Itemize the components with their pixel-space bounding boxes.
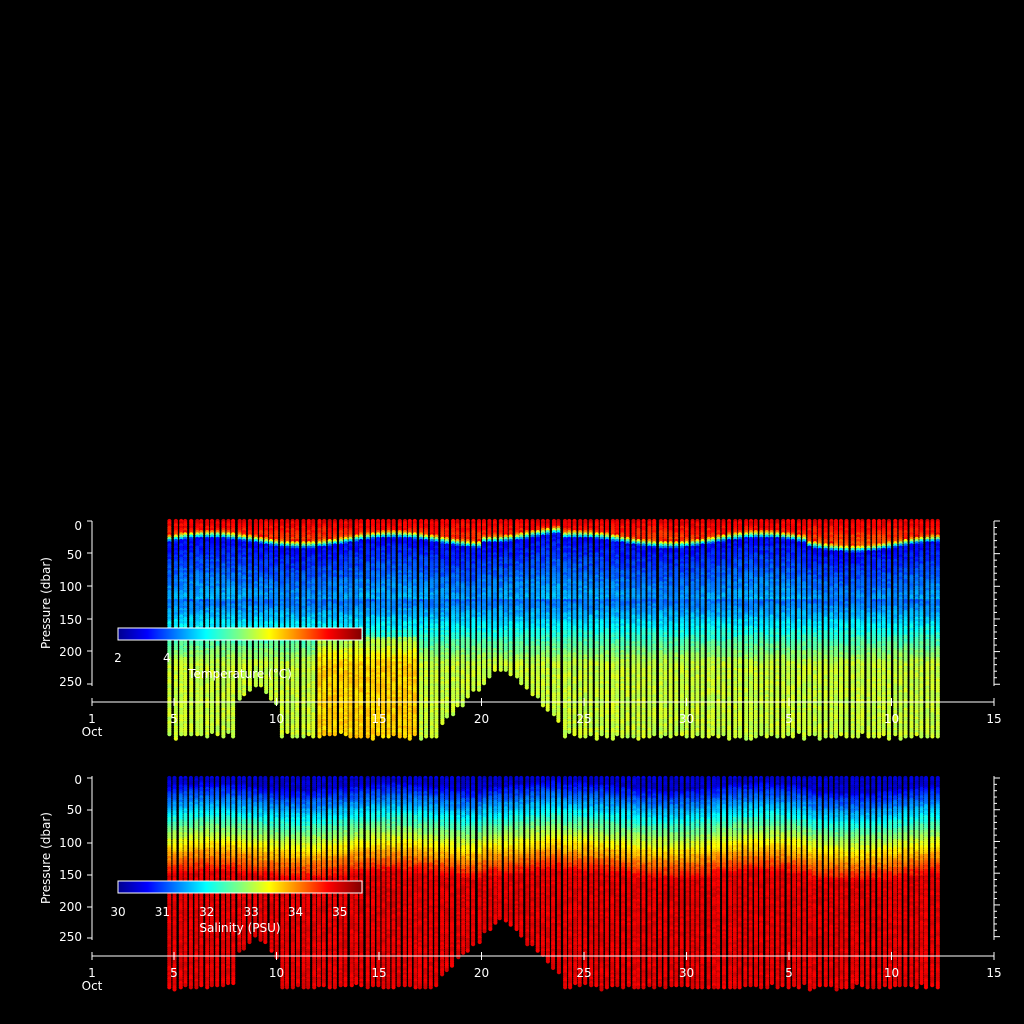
data-point <box>259 683 263 687</box>
data-point <box>179 732 183 736</box>
data-point <box>381 734 385 738</box>
data-point <box>291 734 295 738</box>
data-point <box>376 732 380 736</box>
data-point <box>344 732 348 736</box>
data-point <box>210 730 214 734</box>
data-point <box>424 734 428 738</box>
data-point <box>189 732 193 736</box>
data-point <box>264 690 268 694</box>
data-point <box>419 737 423 741</box>
data-point <box>317 734 321 738</box>
data-point <box>371 737 375 741</box>
data-point <box>339 730 343 734</box>
data-point <box>205 734 209 738</box>
data-point <box>430 734 434 738</box>
data-point <box>398 734 402 738</box>
data-point <box>238 697 242 701</box>
data-point <box>242 692 246 696</box>
data-point <box>226 730 230 734</box>
data-point <box>167 732 171 736</box>
data-point <box>254 683 258 687</box>
data-point <box>440 721 444 725</box>
data-point <box>333 732 337 736</box>
data-point <box>359 734 363 738</box>
data-point <box>195 732 199 736</box>
data-point <box>355 734 359 738</box>
data-point <box>348 734 352 738</box>
data-point <box>387 734 391 738</box>
data-point <box>269 697 273 701</box>
data-point <box>307 732 311 736</box>
data-point <box>403 734 407 738</box>
data-point <box>301 734 305 738</box>
data-point <box>183 732 187 736</box>
data-point <box>221 734 225 738</box>
data-point <box>231 734 235 738</box>
data-point <box>216 732 220 736</box>
data-point <box>280 734 284 738</box>
data-point <box>366 734 370 738</box>
data-point <box>322 732 326 736</box>
data-point <box>199 732 203 736</box>
data-point <box>311 734 315 738</box>
data-point <box>174 737 178 741</box>
data-point <box>248 688 252 692</box>
data-point <box>408 737 412 741</box>
data-point <box>295 734 299 738</box>
data-point <box>392 732 396 736</box>
data-point <box>328 732 332 736</box>
data-point <box>413 732 417 736</box>
data-point <box>434 734 438 738</box>
data-point <box>285 730 289 734</box>
